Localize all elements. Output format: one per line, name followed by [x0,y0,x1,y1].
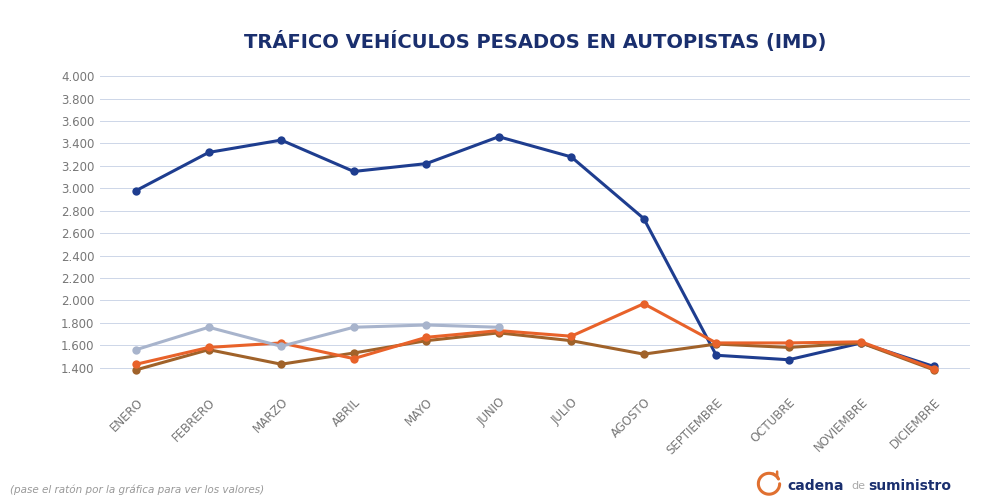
2021 [855,340,867,346]
Title: TRÁFICO VEHÍCULOS PESADOS EN AUTOPISTAS (IMD): TRÁFICO VEHÍCULOS PESADOS EN AUTOPISTAS … [244,32,826,52]
Line: 2021: 2021 [132,132,938,370]
2021 [493,134,505,140]
Line: 2022: 2022 [132,328,938,374]
2023 [493,328,505,334]
2021 [638,216,650,222]
2023 [928,366,940,372]
2021 [928,364,940,370]
2024 [493,324,505,330]
2023 [783,340,795,346]
Line: 2023: 2023 [132,300,938,373]
2022 [493,330,505,336]
2023 [348,356,360,362]
2022 [638,351,650,357]
Text: cadena: cadena [787,479,844,493]
2023 [420,334,432,340]
2022 [855,340,867,346]
2024 [130,346,142,352]
Line: 2024: 2024 [132,321,503,354]
2021 [783,356,795,362]
2021 [130,188,142,194]
2023 [638,300,650,306]
2021 [203,150,215,156]
Text: de: de [851,481,865,491]
2022 [130,367,142,373]
2023 [275,340,287,346]
2023 [203,344,215,350]
2023 [565,333,577,339]
Text: (pase el ratón por la gráfica para ver los valores): (pase el ratón por la gráfica para ver l… [10,484,264,495]
2024 [348,324,360,330]
2022 [565,338,577,344]
2022 [928,367,940,373]
2021 [275,137,287,143]
2022 [420,338,432,344]
2023 [710,340,722,346]
2024 [275,344,287,349]
2021 [420,160,432,166]
2022 [348,350,360,356]
2022 [275,361,287,367]
Text: suministro: suministro [868,479,951,493]
2024 [420,322,432,328]
2021 [565,154,577,160]
2024 [203,324,215,330]
2023 [130,361,142,367]
2022 [203,346,215,352]
2021 [348,168,360,174]
2023 [855,339,867,345]
2022 [710,341,722,347]
2022 [783,344,795,350]
2021 [710,352,722,358]
